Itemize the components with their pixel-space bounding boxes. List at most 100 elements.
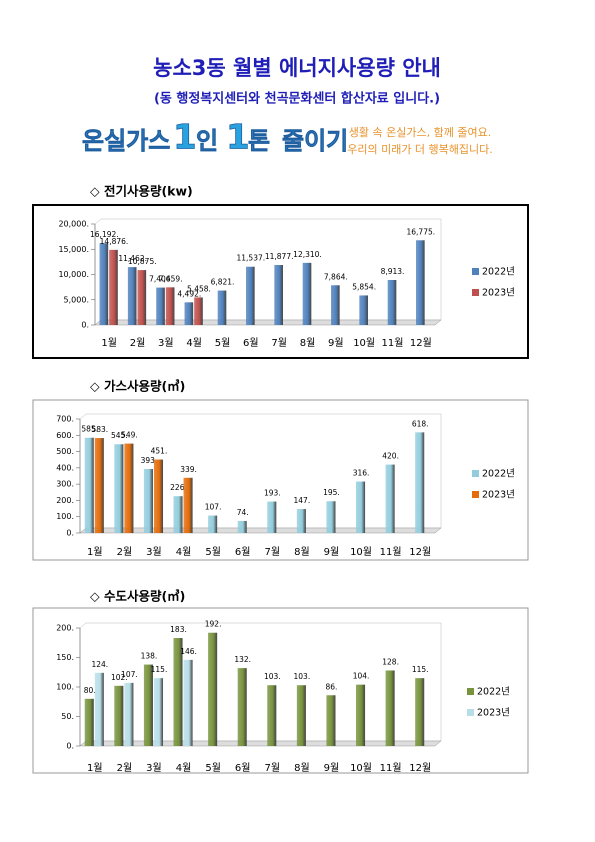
month-label: 4월 xyxy=(186,337,202,349)
bar xyxy=(416,240,425,325)
month-label: 4월 xyxy=(176,546,192,558)
month-label: 2월 xyxy=(117,762,133,774)
value-label: 86. xyxy=(325,682,337,691)
value-label: 6,821. xyxy=(211,278,235,287)
value-label: 16,192. xyxy=(90,230,119,239)
month-label: 12월 xyxy=(409,546,431,558)
month-label: 5월 xyxy=(205,546,221,558)
month-label: 3월 xyxy=(158,337,174,349)
bar xyxy=(99,243,109,325)
bar xyxy=(274,265,283,325)
value-label: 10,875. xyxy=(128,257,157,266)
bar xyxy=(84,437,94,533)
value-label: 102. xyxy=(111,673,128,682)
y-tick-label: 200. xyxy=(56,624,74,633)
bar xyxy=(156,287,165,325)
bar xyxy=(415,432,425,533)
month-label: 2월 xyxy=(130,337,146,349)
bar xyxy=(331,285,340,325)
bar xyxy=(165,287,175,325)
month-label: 6월 xyxy=(235,762,251,774)
bar xyxy=(326,695,336,746)
legend-label: 2022년 xyxy=(477,687,510,698)
value-label: 11,462. xyxy=(118,254,147,263)
bar xyxy=(183,477,193,533)
month-label: 11월 xyxy=(380,546,402,558)
value-label: 115. xyxy=(151,665,168,674)
month-label: 7월 xyxy=(271,337,287,349)
y-tick-label: 20,000. xyxy=(58,220,89,229)
y-tick-label: 300. xyxy=(56,480,74,489)
value-label: 11,877. xyxy=(265,252,294,261)
value-label: 192. xyxy=(205,620,222,629)
month-label: 10월 xyxy=(350,546,372,558)
slogan-part: 인 xyxy=(196,127,218,155)
bar xyxy=(385,670,395,746)
bar xyxy=(114,444,124,533)
slogan-part: 톤 xyxy=(248,127,270,155)
bar xyxy=(124,443,134,533)
bar xyxy=(302,262,312,325)
month-label: 10월 xyxy=(350,762,372,774)
bar xyxy=(127,267,137,325)
bar xyxy=(208,632,218,746)
y-tick-label: 200. xyxy=(56,496,74,505)
value-label: 7,459. xyxy=(159,274,183,283)
value-label: 138. xyxy=(141,652,158,661)
value-label: 226. xyxy=(170,483,187,492)
bar xyxy=(267,501,277,533)
bar xyxy=(173,638,183,746)
bar xyxy=(385,464,395,533)
value-label: 11,537. xyxy=(237,254,266,263)
y-tick-label: 0. xyxy=(66,529,74,538)
month-label: 12월 xyxy=(410,337,432,349)
month-label: 11월 xyxy=(380,762,402,774)
legend-label: 2023년 xyxy=(477,708,510,719)
month-label: 7월 xyxy=(265,546,281,558)
bar xyxy=(184,302,194,325)
value-label: 545. xyxy=(111,431,128,440)
value-label: 7,864. xyxy=(324,272,348,281)
bar xyxy=(94,438,104,533)
value-label: 420. xyxy=(382,452,399,461)
chart-heading: ◇ 가스사용량(㎥) xyxy=(90,379,185,394)
month-label: 9월 xyxy=(324,762,340,774)
bar xyxy=(194,297,203,325)
month-label: 8월 xyxy=(294,762,310,774)
y-tick-label: 400. xyxy=(56,463,74,472)
bar xyxy=(356,684,366,746)
bar xyxy=(237,520,247,533)
chart-heading: ◇ 전기사용량(kw) xyxy=(90,184,193,199)
value-label: 80. xyxy=(84,686,96,695)
value-label: 107. xyxy=(205,503,222,512)
y-tick-label: 500. xyxy=(56,447,74,456)
y-tick-label: 15,000. xyxy=(58,245,89,254)
value-label: 103. xyxy=(264,672,281,681)
value-label: 393. xyxy=(141,456,158,465)
legend-label: 2023년 xyxy=(482,288,515,299)
bar xyxy=(84,698,94,746)
value-label: 124. xyxy=(91,660,108,669)
slogan-part: 온실가스 xyxy=(82,127,170,155)
y-tick-label: 0. xyxy=(66,742,74,751)
month-label: 8월 xyxy=(294,546,310,558)
bar xyxy=(246,266,255,325)
bar xyxy=(153,459,164,533)
value-label: 5,458. xyxy=(187,284,211,293)
month-label: 5월 xyxy=(215,337,231,349)
bar xyxy=(296,685,306,746)
slogan-part: 1 xyxy=(226,118,250,158)
bar xyxy=(173,496,183,533)
value-label: 132. xyxy=(234,655,251,664)
value-label: 128. xyxy=(382,657,399,666)
value-label: 5,854. xyxy=(352,282,376,291)
value-label: 4,492. xyxy=(177,289,201,298)
value-label: 74. xyxy=(237,508,249,517)
bar xyxy=(153,678,164,746)
bar xyxy=(143,468,153,533)
month-label: 10월 xyxy=(353,337,375,349)
value-label: 549. xyxy=(121,431,138,440)
value-label: 104. xyxy=(353,672,370,681)
month-label: 8월 xyxy=(300,337,316,349)
